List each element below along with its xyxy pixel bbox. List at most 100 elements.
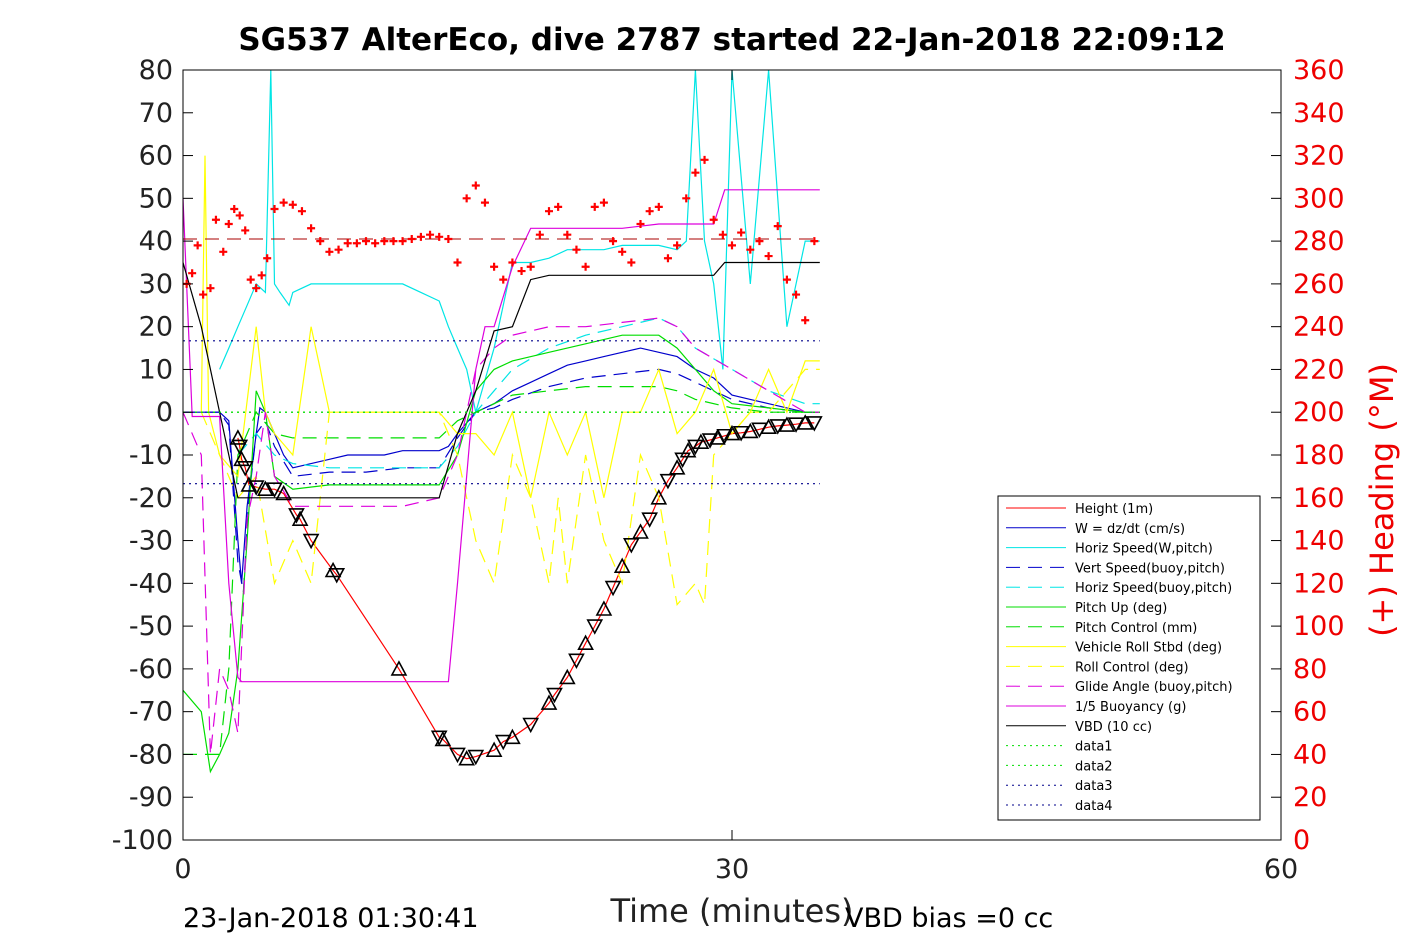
heading-point — [193, 241, 202, 250]
x-tick-label: 60 — [1264, 854, 1298, 885]
heading-point — [188, 269, 197, 278]
y-tick-label: 50 — [139, 183, 173, 214]
marker-layer — [183, 155, 823, 766]
legend-box — [997, 495, 1261, 821]
legend-entry: Pitch Control (mm) — [1075, 621, 1197, 636]
heading-point — [700, 155, 709, 164]
legend-entry: data2 — [1075, 759, 1113, 774]
y-tick-label: 40 — [139, 226, 173, 257]
height-point — [504, 728, 521, 745]
heading-point — [288, 200, 297, 209]
footer-timestamp: 23-Jan-2018 01:30:41 — [183, 903, 479, 934]
height-point — [723, 424, 741, 441]
heading-point — [673, 241, 682, 250]
height-point — [458, 750, 475, 766]
y-right-tick-label: 300 — [1293, 183, 1345, 214]
y-right-tick-label: 80 — [1293, 654, 1327, 685]
height-point — [467, 749, 485, 766]
height-point — [247, 480, 265, 496]
height-point — [586, 619, 604, 635]
heading-point — [235, 211, 244, 220]
y-right-tick-label: 20 — [1293, 782, 1327, 813]
heading-point — [737, 228, 746, 237]
heading-point — [352, 239, 361, 248]
height-point — [275, 484, 292, 501]
height-point — [679, 442, 697, 458]
heading-point — [764, 252, 773, 261]
heading-point — [810, 237, 819, 246]
heading-point — [471, 181, 480, 190]
y-tick-label: 0 — [156, 397, 173, 428]
height-point — [650, 489, 668, 505]
heading-point — [206, 284, 215, 293]
height-point — [390, 660, 408, 676]
y-right-tick-label: 60 — [1293, 697, 1327, 728]
height-point — [328, 567, 346, 584]
heading-point — [263, 254, 272, 263]
y-tick-label: -40 — [129, 568, 173, 599]
y-tick-label: 60 — [139, 141, 173, 172]
heading-point — [343, 239, 352, 248]
heading-point — [554, 202, 563, 211]
series-line-0 — [237, 422, 815, 760]
heading-point — [572, 245, 581, 254]
heading-point — [773, 222, 782, 231]
footer-vbd-bias: VBD bias =0 cc — [845, 903, 1053, 934]
heading-point — [219, 247, 228, 256]
y-right-tick-label: 200 — [1293, 397, 1345, 428]
height-point — [302, 533, 320, 550]
legend-entry: Glide Angle (buoy,pitch) — [1075, 680, 1233, 695]
heading-point — [462, 194, 471, 203]
y-tick-label: -90 — [129, 782, 173, 813]
y-right-tick-label: 240 — [1293, 312, 1345, 343]
legend-entry: data1 — [1075, 740, 1113, 755]
y-right-tick-label: 160 — [1293, 483, 1345, 514]
heading-point — [389, 237, 398, 246]
height-point — [229, 429, 247, 445]
series-line-4 — [237, 317, 820, 469]
legend-entry: Pitch Up (deg) — [1075, 601, 1167, 616]
y-tick-label: -30 — [129, 526, 173, 557]
heading-point — [535, 230, 544, 239]
height-point — [604, 580, 622, 597]
legend-entry: Vert Speed(buoy,pitch) — [1075, 561, 1225, 576]
height-point — [716, 428, 734, 445]
x-axis-label: Time (minutes) — [610, 892, 854, 930]
heading-point — [416, 232, 425, 241]
height-point — [732, 425, 750, 442]
heading-point — [746, 245, 755, 254]
height-point — [236, 461, 254, 477]
height-point — [240, 476, 258, 492]
right-axis-label: (+) Heading (°M) — [1363, 363, 1401, 637]
heading-point — [517, 267, 526, 276]
heading-point — [691, 168, 700, 177]
y-right-tick-label: 360 — [1293, 55, 1345, 86]
legend-entry: W = dz/dt (cm/s) — [1075, 522, 1185, 537]
series-layer — [183, 70, 820, 774]
heading-point — [718, 230, 727, 239]
legend-entry: data3 — [1075, 779, 1113, 794]
height-point — [687, 439, 704, 456]
height-point — [806, 416, 823, 432]
axis-layer: 80706050403020100-10-20-30-40-50-60-70-8… — [112, 55, 1345, 885]
height-point — [434, 730, 452, 747]
heading-point — [371, 239, 380, 248]
heading-point — [252, 284, 261, 293]
height-point — [449, 747, 466, 764]
heading-point — [801, 316, 810, 325]
heading-point — [398, 237, 407, 246]
x-tick-label: 0 — [174, 854, 191, 885]
heading-point — [334, 245, 343, 254]
height-point — [577, 634, 594, 651]
heading-point — [654, 202, 663, 211]
heading-point — [435, 232, 444, 241]
height-point — [692, 433, 710, 449]
heading-point — [545, 207, 553, 216]
heading-point — [755, 237, 764, 246]
height-point — [485, 741, 503, 757]
height-point — [430, 730, 448, 747]
y-right-tick-label: 280 — [1293, 226, 1345, 257]
y-tick-label: -50 — [129, 611, 173, 642]
heading-point — [270, 205, 279, 214]
